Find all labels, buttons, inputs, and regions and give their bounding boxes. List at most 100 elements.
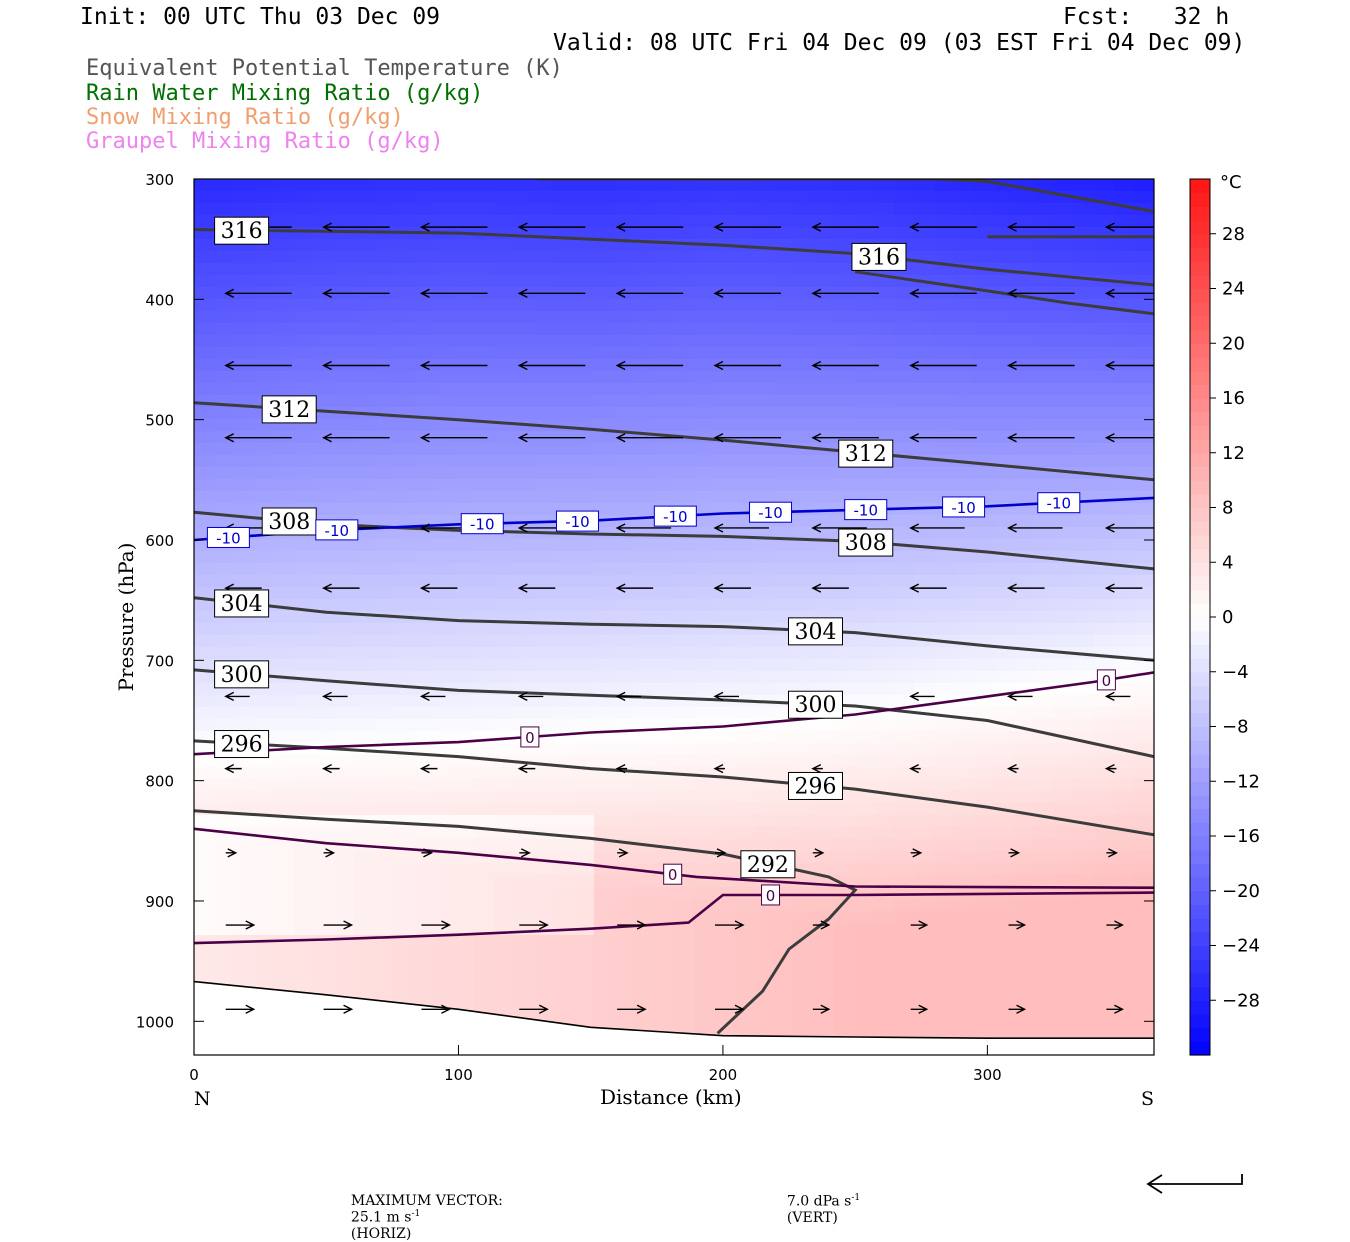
field-cell bbox=[194, 491, 215, 504]
field-cell bbox=[474, 467, 495, 480]
field-cell bbox=[534, 707, 555, 720]
field-cell bbox=[1054, 215, 1075, 228]
field-cell bbox=[774, 1007, 795, 1020]
field-cell bbox=[294, 827, 315, 840]
field-cell bbox=[814, 671, 835, 684]
field-cell bbox=[534, 335, 555, 348]
field-cell bbox=[434, 659, 455, 672]
field-cell bbox=[394, 179, 415, 192]
field-cell bbox=[894, 623, 915, 636]
field-cell bbox=[1034, 215, 1055, 228]
field-cell bbox=[394, 875, 415, 888]
field-cell bbox=[474, 575, 495, 588]
field-cell bbox=[574, 659, 595, 672]
legend-rain-water: Rain Water Mixing Ratio (g/kg) bbox=[86, 81, 484, 106]
field-cell bbox=[1134, 335, 1154, 348]
field-cell bbox=[634, 275, 655, 288]
field-cell bbox=[654, 803, 675, 816]
field-cell bbox=[814, 803, 835, 816]
field-cell bbox=[574, 275, 595, 288]
field-cell bbox=[734, 311, 755, 324]
wind-vector bbox=[909, 433, 977, 443]
field-cell bbox=[854, 719, 875, 732]
field-cell bbox=[674, 575, 695, 588]
field-cell bbox=[374, 467, 395, 480]
field-cell bbox=[354, 863, 375, 876]
field-cell bbox=[1014, 191, 1035, 204]
field-cell bbox=[614, 491, 635, 504]
field-cell bbox=[774, 983, 795, 996]
colorbar-segment bbox=[1190, 521, 1210, 536]
field-cell bbox=[1014, 587, 1035, 600]
field-cell bbox=[394, 899, 415, 912]
field-cell bbox=[754, 491, 775, 504]
field-cell bbox=[634, 815, 655, 828]
field-cell bbox=[354, 983, 375, 996]
field-cell bbox=[574, 719, 595, 732]
field-cell bbox=[574, 695, 595, 708]
field-cell bbox=[734, 803, 755, 816]
field-cell bbox=[934, 191, 955, 204]
field-cell bbox=[474, 767, 495, 780]
field-cell bbox=[794, 743, 815, 756]
field-cell bbox=[794, 227, 815, 240]
field-cell bbox=[314, 455, 335, 468]
field-cell bbox=[474, 323, 495, 336]
colorbar-segment bbox=[1190, 836, 1210, 851]
field-cell bbox=[334, 983, 355, 996]
field-cell bbox=[454, 335, 475, 348]
field-cell bbox=[354, 683, 375, 696]
field-cell bbox=[634, 467, 655, 480]
field-cell bbox=[1014, 455, 1035, 468]
field-cell bbox=[994, 299, 1015, 312]
wind-vector bbox=[1104, 523, 1154, 533]
field-cell bbox=[454, 479, 475, 492]
field-cell bbox=[914, 323, 935, 336]
field-cell bbox=[214, 407, 235, 420]
field-cell bbox=[1034, 611, 1055, 624]
field-cell bbox=[314, 443, 335, 456]
isotherm-label: 0 bbox=[766, 887, 776, 905]
field-cell bbox=[694, 923, 715, 936]
field-cell bbox=[494, 491, 515, 504]
field-cell bbox=[674, 251, 695, 264]
field-cell bbox=[874, 803, 895, 816]
field-cell bbox=[954, 935, 975, 948]
field-cell bbox=[654, 455, 675, 468]
field-cell bbox=[974, 755, 995, 768]
field-cell bbox=[874, 371, 895, 384]
field-cell bbox=[494, 875, 515, 888]
field-cell bbox=[994, 995, 1015, 1008]
field-cell bbox=[394, 251, 415, 264]
field-cell bbox=[314, 299, 335, 312]
field-cell bbox=[394, 779, 415, 792]
theta-e-label-box bbox=[261, 395, 317, 424]
field-cell bbox=[434, 887, 455, 900]
field-cell bbox=[374, 239, 395, 252]
field-cell bbox=[374, 755, 395, 768]
field-cell bbox=[454, 215, 475, 228]
wind-vector bbox=[909, 360, 977, 371]
field-cell bbox=[514, 467, 535, 480]
field-cell bbox=[434, 779, 455, 792]
field-cell bbox=[354, 779, 375, 792]
field-cell bbox=[214, 515, 235, 528]
field-cell bbox=[414, 191, 435, 204]
field-cell bbox=[414, 215, 435, 228]
field-cell bbox=[1114, 179, 1135, 192]
field-cell bbox=[854, 203, 875, 216]
field-cell bbox=[1114, 191, 1135, 204]
field-cell bbox=[774, 527, 795, 540]
field-cell bbox=[1094, 419, 1115, 432]
field-cell bbox=[354, 419, 375, 432]
field-cell bbox=[1014, 467, 1035, 480]
field-cell bbox=[434, 491, 455, 504]
field-cell bbox=[694, 515, 715, 528]
field-cell bbox=[434, 455, 455, 468]
field-cell bbox=[854, 863, 875, 876]
field-cell bbox=[194, 575, 215, 588]
field-cell bbox=[854, 671, 875, 684]
field-cell bbox=[614, 215, 635, 228]
field-cell bbox=[234, 299, 255, 312]
field-cell bbox=[994, 527, 1015, 540]
